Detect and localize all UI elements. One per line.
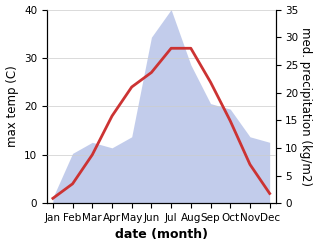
X-axis label: date (month): date (month)	[115, 228, 208, 242]
Y-axis label: med. precipitation (kg/m2): med. precipitation (kg/m2)	[300, 27, 313, 186]
Y-axis label: max temp (C): max temp (C)	[5, 65, 18, 147]
